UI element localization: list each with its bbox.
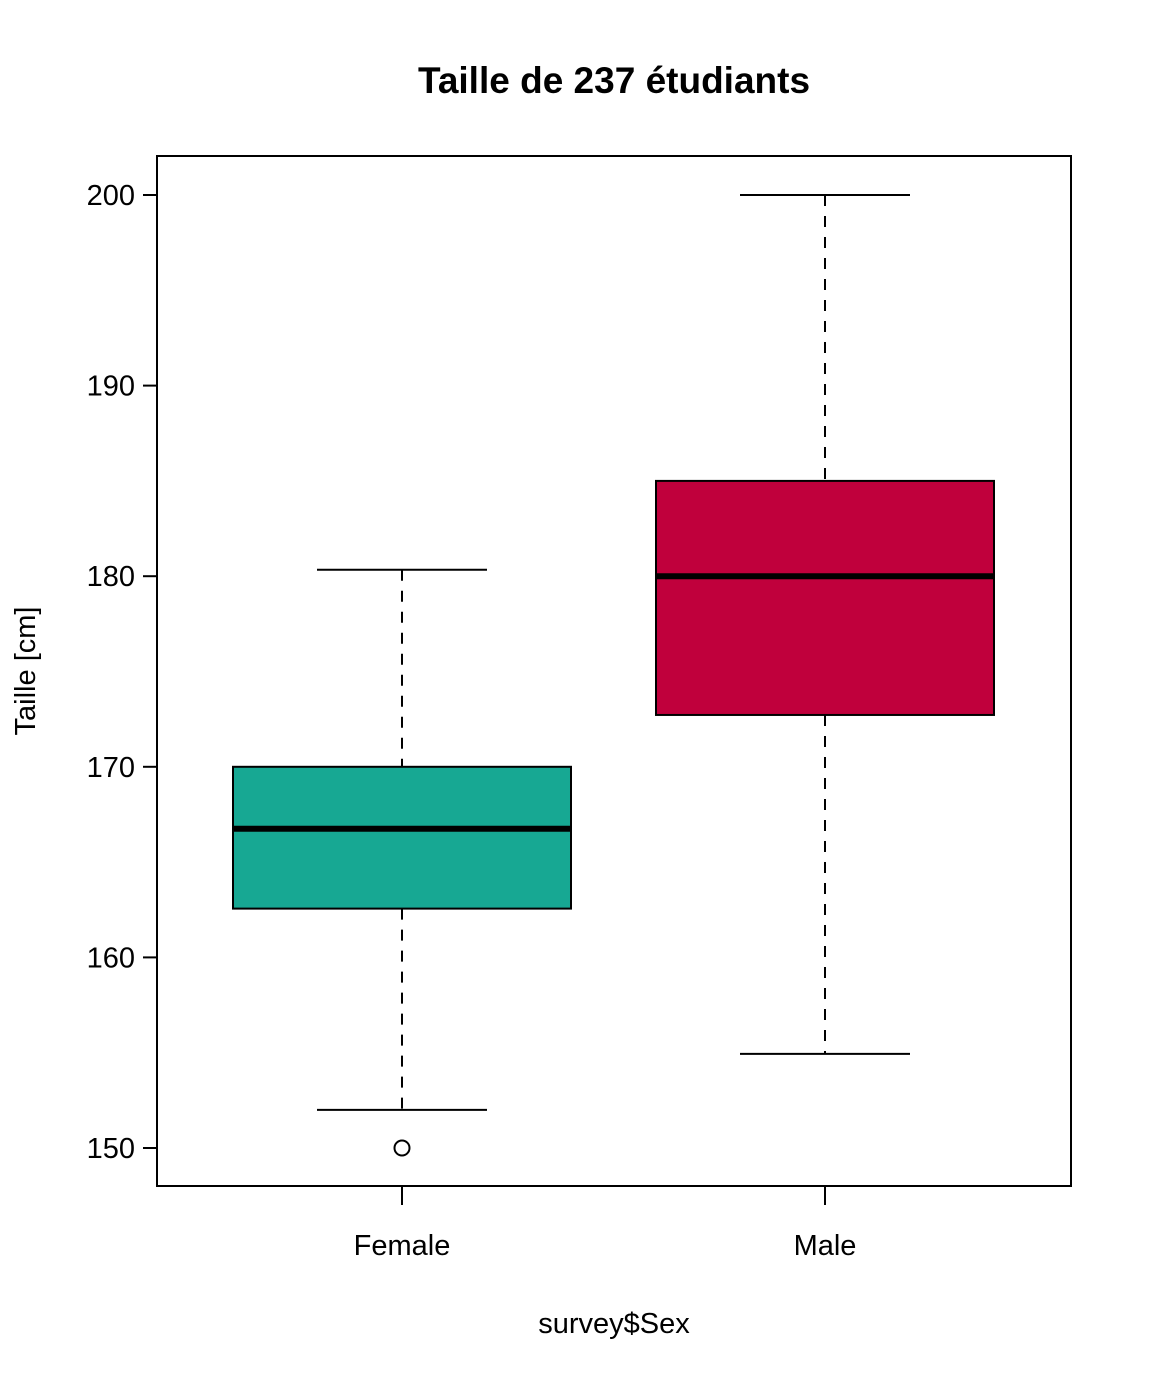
box-male	[655, 479, 995, 716]
plot-frame	[156, 155, 1072, 1187]
y-tick-label: 160	[87, 942, 135, 974]
x-tick-label: Male	[794, 1230, 857, 1262]
x-tick-label: Female	[354, 1230, 451, 1262]
y-tick-label: 150	[87, 1133, 135, 1165]
y-tick-label: 180	[87, 561, 135, 593]
y-tick-label: 190	[87, 371, 135, 403]
box-female	[232, 765, 572, 910]
y-tick-label: 170	[87, 752, 135, 784]
plot-area: 150 160 170 180 190 200 Female Male	[87, 155, 1072, 1262]
y-tick-label: 200	[87, 180, 135, 212]
x-axis-label: survey$Sex	[538, 1308, 690, 1340]
chart-title: Taille de 237 étudiants	[418, 60, 810, 101]
y-axis-label: Taille [cm]	[10, 607, 42, 736]
outlier-point	[393, 1139, 411, 1157]
